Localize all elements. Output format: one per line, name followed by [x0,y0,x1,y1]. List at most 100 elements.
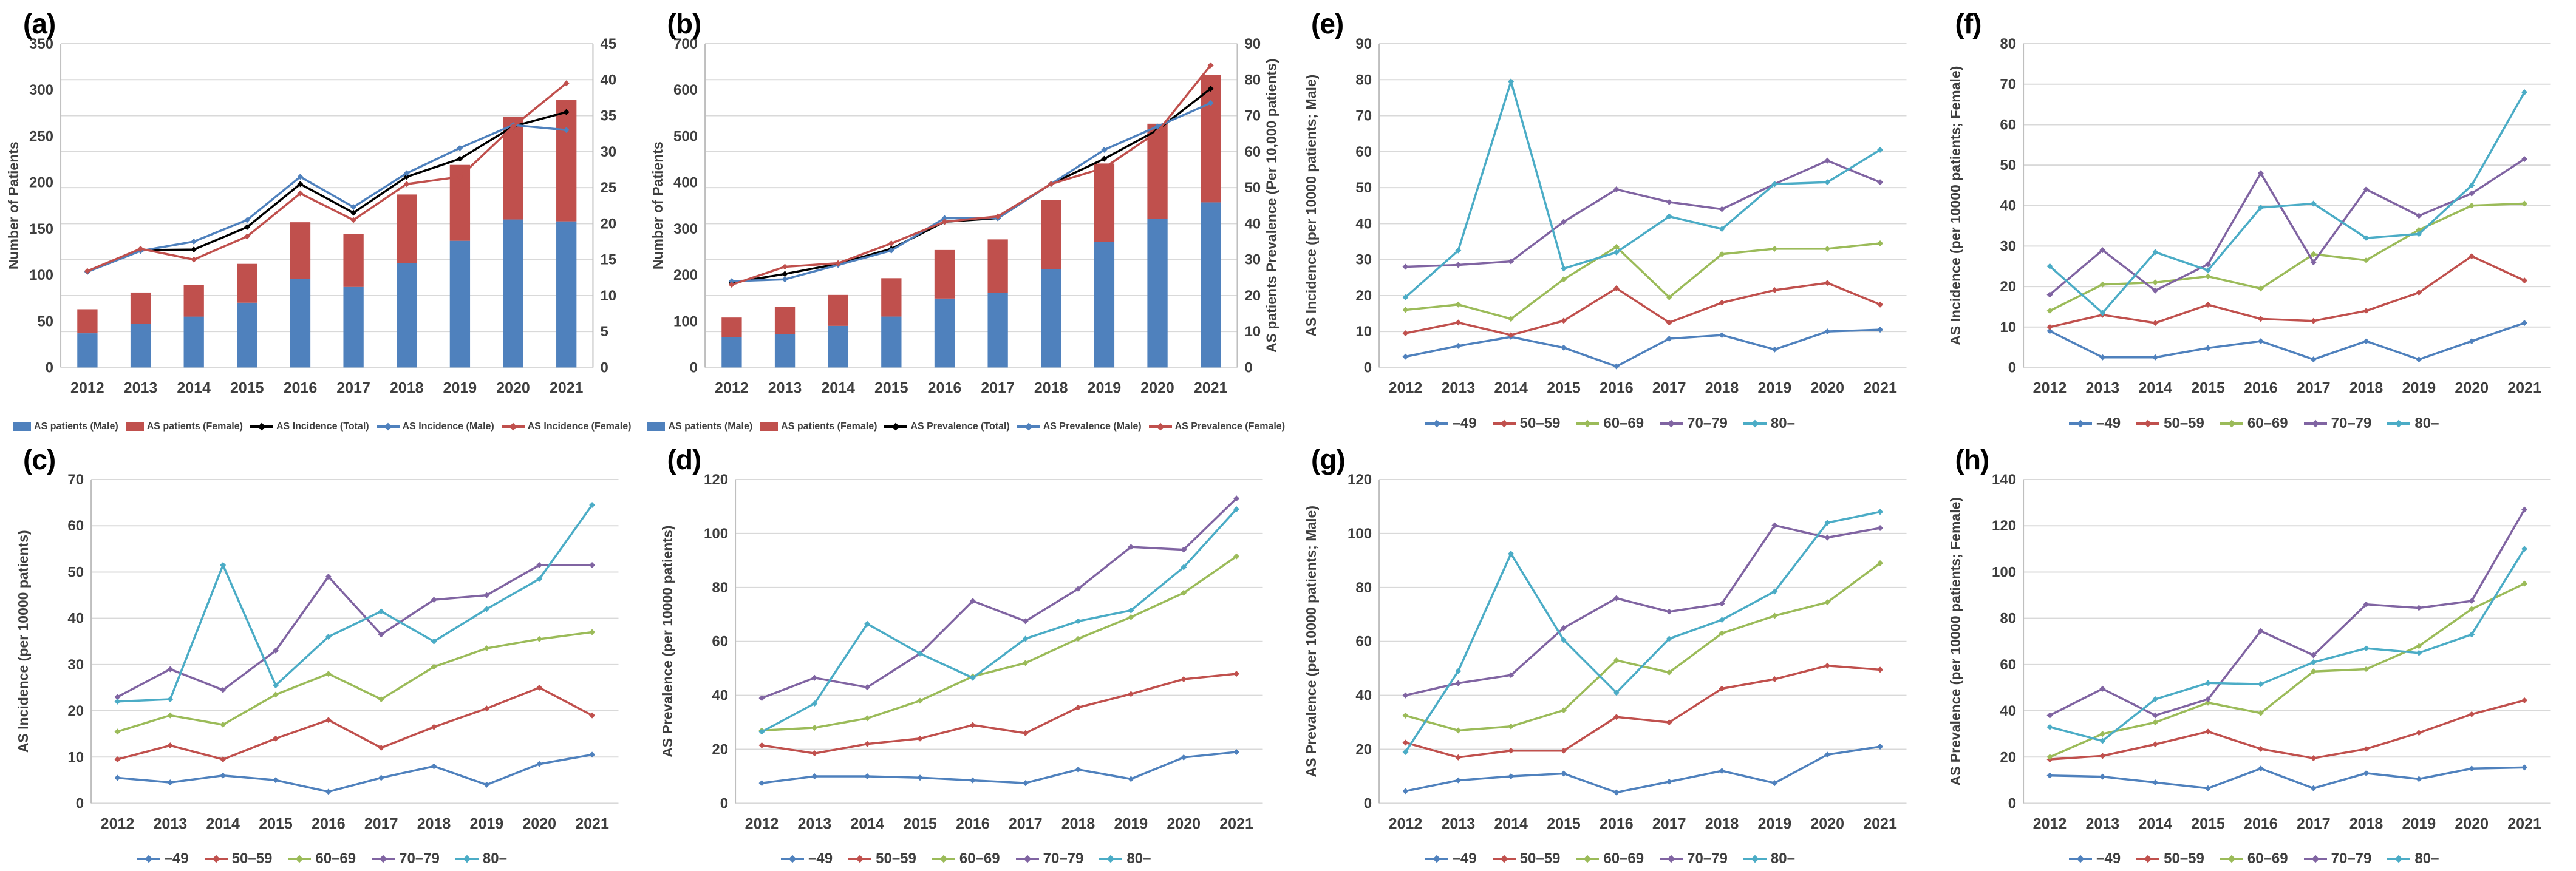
legend-label: –49 [1452,850,1477,867]
svg-text:2016: 2016 [1600,815,1634,832]
svg-text:40: 40 [67,610,84,626]
panel-h: (h) 0 20 40 60 80 100 120 140 AS Prevalence (per… [1932,435,2576,871]
legend-line-swatch [1660,419,1683,427]
svg-text:80: 80 [1355,579,1372,595]
legend-line-swatch [1015,855,1039,863]
svg-text:AS Incidence (per 10000 patien: AS Incidence (per 10000 patients; Female… [1947,66,1963,345]
legend-marker [379,855,387,863]
svg-text:2021: 2021 [1193,379,1227,396]
panel-label-b: (b) [667,8,702,39]
legend-item: 70–79 [2303,850,2371,867]
legend-item: 60–69 [1576,415,1644,432]
svg-text:2014: 2014 [850,815,884,832]
legend-item: AS Incidence (Female) [501,421,632,432]
chart-canvas-e: 0 10 20 30 40 50 60 70 80 90 AS Incidence (per 100… [1288,0,1932,436]
panel-b: (b) 0 100 200 300 400 500 600 700 0 10 20 30 40 50 60 7… [644,0,1289,436]
legend-marker [1500,855,1508,863]
svg-text:0: 0 [1244,359,1252,376]
legend-marker [1751,855,1759,863]
legend-item: 50–59 [204,850,272,867]
legend-item: –49 [2069,850,2121,867]
legend-label: 60–69 [2247,415,2288,432]
svg-text:140: 140 [1992,472,2016,488]
legend-item: AS Prevalence (Male) [1017,421,1142,432]
legend-item: 70–79 [372,850,440,867]
svg-text:2019: 2019 [2402,815,2436,832]
svg-text:40: 40 [2000,198,2016,214]
svg-text:2015: 2015 [903,815,937,832]
legend-line-swatch [2303,855,2327,863]
svg-text:300: 300 [29,82,53,98]
svg-text:2012: 2012 [2033,815,2067,832]
svg-text:AS Prevalence (per 10000 patie: AS Prevalence (per 10000 patients; Male) [1303,505,1319,776]
legend-marker [212,855,220,863]
svg-text:600: 600 [673,82,697,98]
legend-line-swatch [1425,855,1448,863]
svg-text:2017: 2017 [1652,379,1686,396]
svg-text:2019: 2019 [1758,379,1792,396]
svg-text:200: 200 [673,267,697,283]
legend-line-swatch [884,422,908,430]
legend-label: AS Incidence (Total) [276,421,369,432]
svg-text:10: 10 [1244,324,1261,340]
legend-marker [2311,419,2319,427]
legend-line-swatch [137,855,160,863]
legend-item: 80– [1743,415,1795,432]
svg-text:70: 70 [67,472,84,488]
svg-text:60: 60 [1355,144,1372,160]
svg-text:80: 80 [712,579,728,595]
legend-marker [1667,419,1675,427]
legend-item: 60–69 [2220,850,2288,867]
svg-text:2014: 2014 [2138,815,2172,832]
legend-label: 80– [1770,415,1795,432]
svg-text:2017: 2017 [364,815,398,832]
legend-line-swatch [2387,419,2411,427]
chart-canvas-b: 0 100 200 300 400 500 600 700 0 10 20 30 40 50 60 70 80 9… [644,0,1289,436]
svg-text:300: 300 [673,221,697,237]
panel-label-h: (h) [1955,443,1990,475]
svg-text:2019: 2019 [1758,815,1792,832]
legend-item: AS Prevalence (Total) [884,421,1010,432]
legend-label: –49 [164,850,189,867]
svg-text:2015: 2015 [230,379,264,396]
legend-label: 80– [2414,415,2439,432]
legend-bar-swatch [647,422,666,431]
legend-item: 60–69 [288,850,356,867]
chart-svg-c: 0 10 20 30 40 50 60 70 AS Incidence (per 10000 p… [15,472,619,832]
legend-marker [1667,855,1675,863]
legend-line-swatch [250,422,273,430]
svg-text:2020: 2020 [1140,379,1174,396]
svg-text:AS Incidence (per 10000 patien: AS Incidence (per 10000 patients) [15,530,31,753]
svg-text:2019: 2019 [470,815,504,832]
legend-label: 70–79 [1043,850,1084,867]
legend-marker [463,855,471,863]
chart-canvas-d: 0 20 40 60 80 100 120 AS Prevalence (per 10000 … [644,436,1289,871]
svg-text:35: 35 [600,108,616,124]
svg-text:50: 50 [1355,180,1372,196]
chart-svg-e: 0 10 20 30 40 50 60 70 80 90 AS Incidence (per 100… [1303,36,1907,396]
panel-label-a: (a) [23,8,56,39]
svg-text:120: 120 [1992,518,2016,534]
svg-text:500: 500 [673,128,697,144]
legend-item: 70–79 [1660,850,1728,867]
legend-line-swatch [204,855,228,863]
legend-item: –49 [137,850,189,867]
chart-svg-h: 0 20 40 60 80 100 120 140 AS Prevalence (per 100… [1947,472,2550,832]
legend-item: AS Incidence (Male) [376,421,494,432]
svg-text:10: 10 [67,749,84,765]
svg-text:2015: 2015 [874,379,908,396]
legend-label: 50–59 [876,850,916,867]
legend-marker [1433,419,1440,427]
svg-text:2019: 2019 [443,379,477,396]
legend-marker [2395,419,2403,427]
legend-label: AS Incidence (Female) [527,421,632,432]
legend-item: AS patients (Female) [125,421,243,432]
legend-line-swatch [2136,419,2160,427]
legend-item: 60–69 [2220,415,2288,432]
legend-marker [788,855,797,863]
svg-text:2012: 2012 [1389,815,1423,832]
svg-text:10: 10 [1355,324,1372,340]
legend-label: AS Prevalence (Male) [1043,421,1142,432]
svg-text:2021: 2021 [1863,815,1897,832]
